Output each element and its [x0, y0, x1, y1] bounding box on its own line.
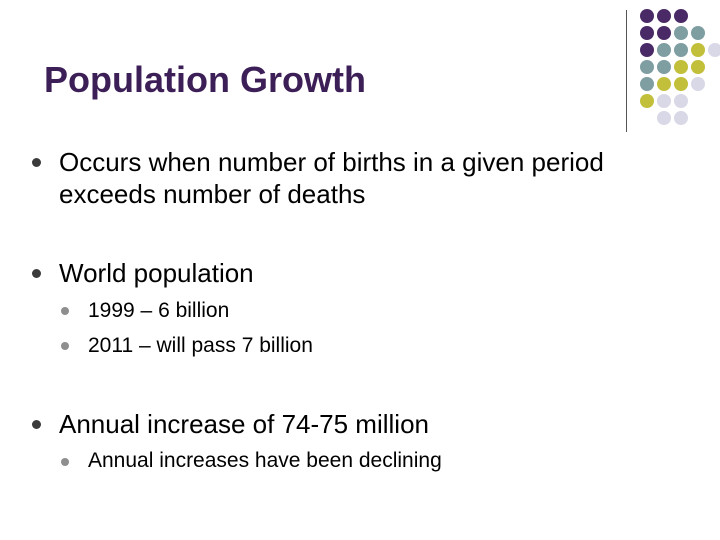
- decor-dot: [640, 26, 654, 40]
- decor-dot: [657, 43, 671, 57]
- decor-dot: [674, 77, 688, 91]
- decor-dot: [640, 43, 654, 57]
- decorative-dot-grid: [634, 9, 720, 125]
- bullet-dot: [32, 420, 41, 429]
- decor-dot: [657, 60, 671, 74]
- sub-bullet-dot: [61, 342, 69, 350]
- decor-dot: [640, 77, 654, 91]
- bullet-text: World population: [59, 258, 254, 288]
- decor-dot: [691, 60, 705, 74]
- decor-dot: [657, 94, 671, 108]
- decor-dot: [708, 43, 720, 57]
- header-divider: [626, 10, 627, 132]
- sub-bullet-text: 2011 – will pass 7 billion: [88, 334, 313, 357]
- bullet-text: Occurs when number of births in a given …: [59, 147, 604, 177]
- decor-dot: [674, 60, 688, 74]
- bullet-dot: [32, 158, 41, 167]
- sub-bullet-dot: [61, 307, 69, 315]
- sub-bullet-dot: [61, 458, 69, 466]
- decor-dot: [657, 26, 671, 40]
- sub-bullet-text: 1999 – 6 billion: [88, 299, 230, 322]
- decor-dot: [657, 9, 671, 23]
- bullet-text: exceeds number of deaths: [59, 179, 366, 209]
- decor-dot: [691, 43, 705, 57]
- decor-dot: [674, 26, 688, 40]
- decor-dot: [640, 60, 654, 74]
- sub-bullet-text: Annual increases have been declining: [88, 449, 442, 472]
- decor-dot: [640, 94, 654, 108]
- decor-dot: [674, 94, 688, 108]
- decor-dot: [674, 9, 688, 23]
- decor-dot: [674, 111, 688, 125]
- decor-dot: [657, 77, 671, 91]
- decor-dot: [674, 43, 688, 57]
- slide-title: Population Growth: [44, 59, 366, 100]
- decor-dot: [691, 77, 705, 91]
- decor-dot: [640, 9, 654, 23]
- bullet-dot: [32, 269, 41, 278]
- decor-dot: [691, 26, 705, 40]
- decor-dot: [657, 111, 671, 125]
- bullet-text: Annual increase of 74-75 million: [59, 409, 429, 439]
